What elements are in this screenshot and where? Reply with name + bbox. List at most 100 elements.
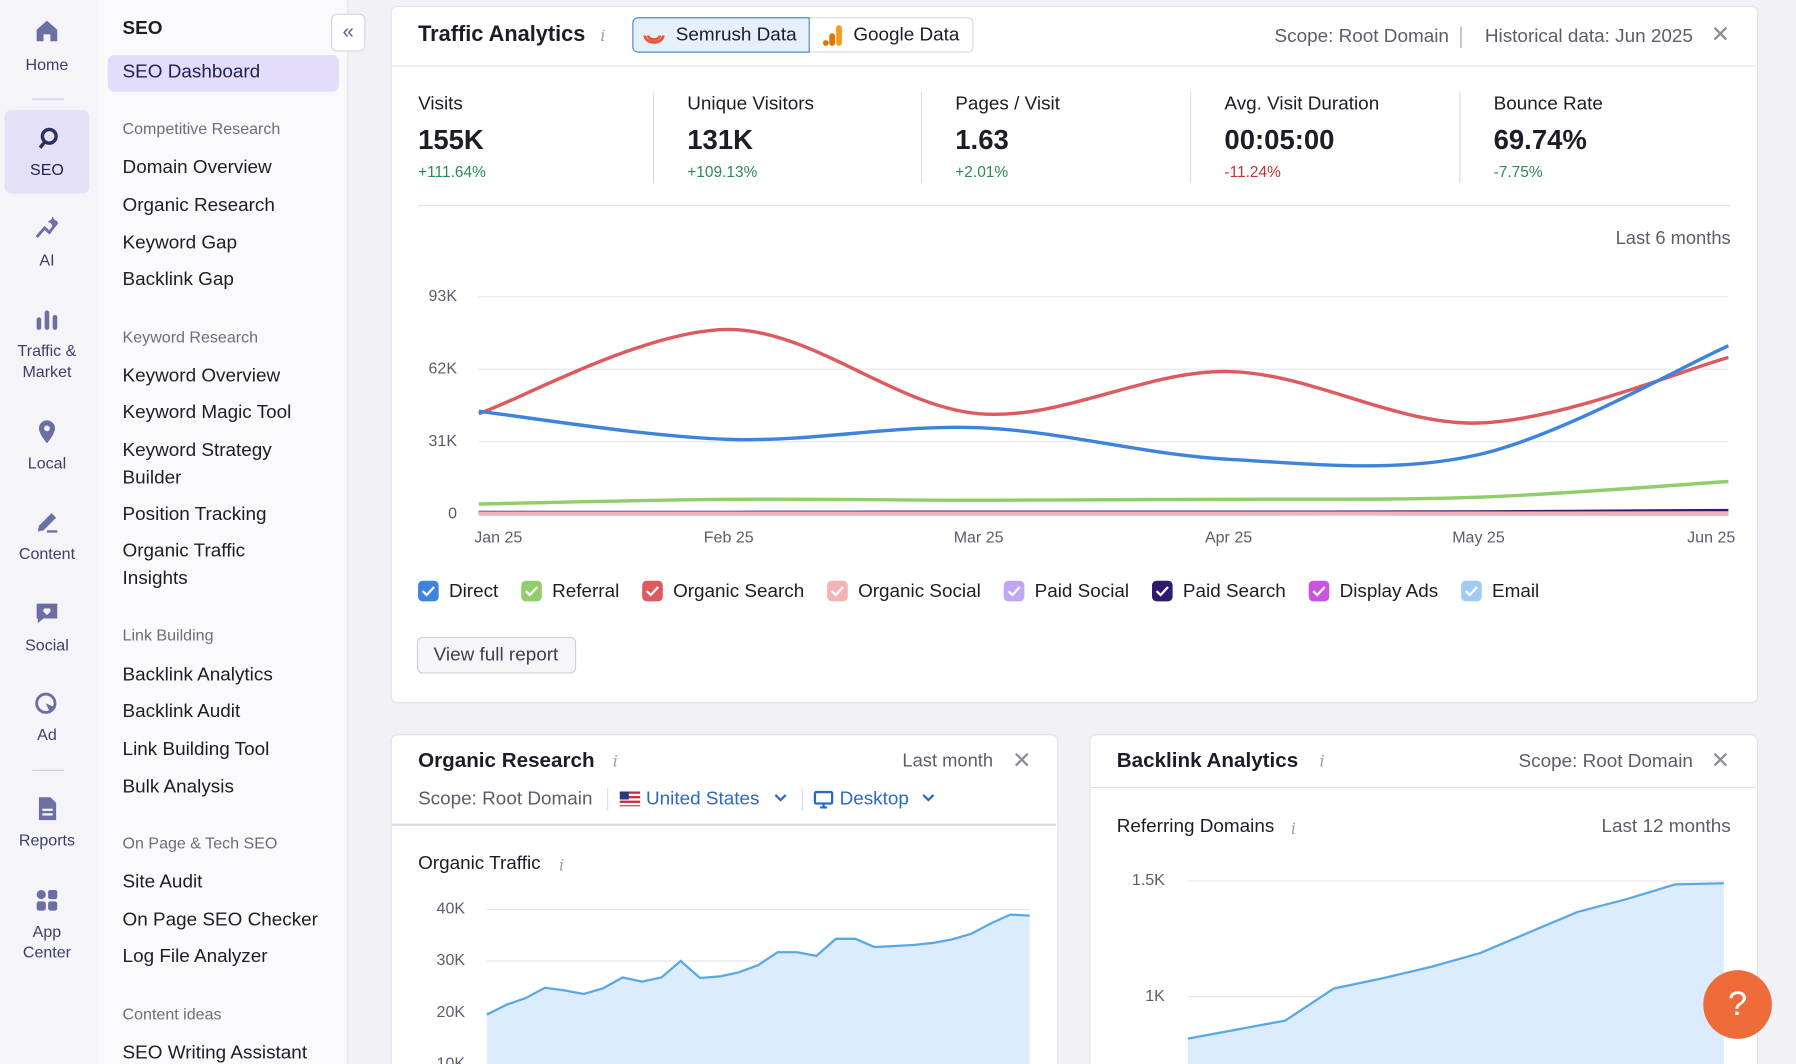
section-heading: Link Building (122, 625, 214, 644)
metric-change: +109.13% (687, 163, 758, 181)
divider (1090, 786, 1756, 789)
rail-label[interactable]: App Center (22, 922, 72, 961)
sidebar: SEO « SEO Dashboard Competitive Research… (98, 0, 366, 1064)
tab-label[interactable]: Semrush Data (675, 24, 797, 46)
sidebar-item[interactable]: SEO Writing Assistant (122, 1042, 308, 1063)
legend-label: Direct (449, 581, 499, 602)
x-tick-label: Jun 25 (1687, 529, 1735, 547)
legend-checkbox (642, 580, 663, 602)
legend-check (1312, 586, 1326, 597)
info-icon[interactable]: i (1290, 820, 1297, 839)
rail-label[interactable]: Social (25, 635, 69, 655)
y-tick-label: 62K (429, 359, 458, 377)
series-line (478, 479, 1729, 506)
chevron[interactable] (921, 793, 936, 804)
divider (920, 91, 923, 184)
legend-checkbox (1461, 580, 1482, 602)
flag-icon (619, 791, 641, 807)
scope: Scope: Root Domain (1274, 25, 1449, 47)
rail-label[interactable]: Ad (37, 725, 57, 744)
period: Last 12 months (1601, 816, 1731, 837)
rail-label[interactable]: Local (27, 453, 67, 472)
chart-title: Organic Traffic (418, 852, 541, 874)
tab[interactable] (809, 17, 974, 53)
rail-label[interactable]: Content (18, 544, 76, 563)
sidebar-item[interactable]: Backlink Audit (122, 700, 241, 722)
info-icon[interactable]: i (612, 752, 618, 771)
x-tick-label: Mar 25 (954, 529, 1004, 547)
sidebar-item[interactable]: Keyword Strategy Builder (122, 439, 272, 488)
country-select[interactable]: United States (646, 788, 760, 810)
info-icon[interactable]: i (558, 856, 565, 876)
rail-label[interactable]: AI (39, 250, 55, 270)
button[interactable] (416, 636, 577, 674)
sidebar-item[interactable]: Link Building Tool (122, 738, 270, 760)
sidebar-item[interactable]: Keyword Gap (122, 232, 238, 254)
y-tick-label: 93K (429, 287, 458, 305)
help-label[interactable]: ? (1728, 985, 1748, 1023)
scope: Scope: Root Domain (1518, 750, 1693, 772)
metric-change: -7.75% (1493, 163, 1543, 181)
legend-checkbox (521, 580, 542, 602)
legend-label: Display Ads (1340, 581, 1439, 602)
info-icon[interactable]: i (600, 27, 606, 46)
y-tick-label: 1K (1145, 987, 1165, 1005)
legend-check (645, 586, 660, 597)
legend-check (524, 586, 539, 597)
legend-check (830, 586, 845, 597)
legend-label: Email (1492, 581, 1539, 602)
y-tick-label: 10K (437, 1054, 466, 1064)
y-tick-label: 1.5K (1132, 871, 1165, 889)
rail-label[interactable]: Home (25, 54, 69, 74)
card-title: Traffic Analytics (418, 22, 586, 47)
rail-label[interactable]: Traffic & Market (17, 341, 77, 381)
legend-check (1007, 586, 1021, 597)
area-fill (486, 914, 1030, 1064)
close-button[interactable]: ✕ (1710, 748, 1730, 774)
legend-label: Paid Search (1183, 581, 1286, 602)
sidebar-item[interactable]: Keyword Overview (122, 365, 281, 386)
sidebar-item[interactable]: Organic Traffic Insights (122, 540, 246, 589)
sidebar-item[interactable]: Backlink Analytics (122, 664, 273, 685)
divider (418, 205, 1731, 207)
sidebar-item[interactable]: Domain Overview (122, 156, 272, 178)
tab-active[interactable] (632, 17, 810, 53)
app-center-icon (36, 889, 58, 911)
close-button[interactable]: ✕ (1710, 22, 1730, 48)
x-tick-label: May 25 (1452, 529, 1505, 547)
metric-label: Avg. Visit Duration (1224, 93, 1380, 114)
chevron[interactable] (773, 793, 788, 804)
metric-label: Bounce Rate (1493, 93, 1603, 114)
sidebar-item[interactable]: Backlink Gap (122, 269, 234, 290)
sidebar-item[interactable]: Log File Analyzer (122, 946, 268, 967)
legend-checkbox (1003, 580, 1025, 602)
legend-check (1155, 586, 1169, 597)
sidebar-item[interactable]: Position Tracking (122, 503, 267, 525)
sidebar-item[interactable]: Bulk Analysis (122, 776, 234, 798)
divider (1460, 26, 1462, 49)
help-button[interactable] (1703, 970, 1772, 1039)
active-item-bg (107, 54, 340, 92)
sidebar-item[interactable]: Organic Research (122, 194, 275, 216)
reports-icon (38, 797, 57, 821)
rail-label[interactable]: Reports (18, 830, 76, 849)
info-icon[interactable]: i (1319, 752, 1325, 771)
collapse-button[interactable]: « (331, 13, 366, 52)
sidebar-active-item[interactable]: SEO Dashboard (122, 61, 261, 82)
sidebar-item[interactable]: Site Audit (122, 871, 203, 893)
sidebar-item[interactable]: Keyword Magic Tool (122, 402, 292, 423)
close-button[interactable]: ✕ (1012, 748, 1032, 774)
sidebar-item[interactable]: On Page SEO Checker (122, 909, 318, 931)
divider (607, 788, 609, 811)
metric-change: -11.24% (1224, 163, 1281, 181)
device-select[interactable]: Desktop (839, 788, 909, 810)
divider (391, 823, 1057, 826)
tab-label[interactable]: Google Data (853, 24, 960, 46)
historical: Historical data: Jun 2025 (1484, 25, 1693, 47)
legend-label: Organic Search (673, 581, 804, 602)
button-label[interactable]: View full report (433, 644, 559, 665)
rail-label[interactable]: SEO (30, 160, 64, 179)
